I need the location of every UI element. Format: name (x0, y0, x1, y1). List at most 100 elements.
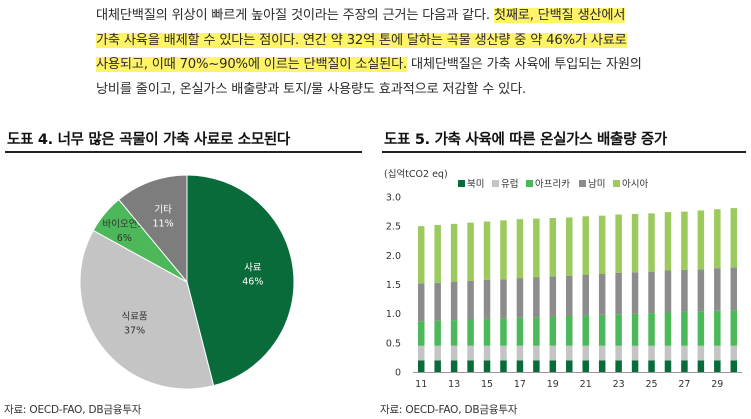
bar-segment (615, 214, 622, 273)
pie-slice-value: 37% (124, 326, 145, 337)
bar-segment (434, 345, 441, 361)
bar-segment (467, 222, 474, 281)
pie-slice-label: 바이오연료 (102, 219, 146, 230)
bar-segment (516, 317, 524, 346)
bar-segment (598, 215, 606, 274)
bar-segment (549, 218, 557, 277)
bar-segment (681, 269, 688, 312)
bar-segment (500, 318, 507, 346)
legend-label: 아프리카 (535, 179, 570, 190)
paragraph-line-2: 가축 사육을 배제할 수 있다는 점이다. 연간 약 32억 톤에 달하는 곡물… (96, 29, 746, 54)
legend-swatch (458, 180, 465, 187)
bar-segment (631, 360, 639, 372)
bar-segment (730, 208, 738, 268)
bar-segment (664, 212, 672, 271)
bar-segment (516, 278, 524, 318)
bar-segment (500, 345, 507, 361)
bar-segment (714, 268, 721, 311)
bar-segment (714, 310, 721, 346)
bar-segment (450, 345, 458, 361)
unit-label: (십억tCO2 eq) (384, 168, 448, 180)
legend-swatch (526, 180, 533, 187)
bar-segment (697, 269, 705, 312)
pie-chart: 사료 46% 식료품 37% 바이오연료 6% 기타 11% (79, 174, 295, 390)
bar-segment (648, 345, 655, 361)
bar-segment (549, 316, 557, 346)
highlighted-text: 가축 사육을 배제할 수 있다는 점이다. 연간 약 32억 톤에 달하는 곡물… (96, 32, 627, 48)
legend-label: 남미 (588, 179, 605, 190)
pie-slice-label: 사료 (244, 263, 262, 274)
pie-slice-label: 기타 (154, 205, 172, 216)
bar-segment (648, 313, 655, 346)
bar-segment (549, 276, 557, 317)
pie-slice (118, 174, 188, 284)
bar-segment (450, 360, 458, 372)
bar-segment (697, 210, 705, 270)
y-tick-label: 1.0 (386, 309, 401, 320)
bar-segment (582, 216, 589, 275)
bar-segment (598, 314, 606, 346)
bar-segment (483, 279, 491, 319)
pie-slice (79, 229, 215, 390)
bar-segment (664, 270, 672, 313)
bar-segment (483, 221, 491, 280)
y-tick-label: 1.5 (386, 280, 401, 291)
pie-slice (186, 174, 295, 387)
bar-chart-title: 도표 5. 가축 사육에 따른 온실가스 배출량 증가 (384, 132, 667, 148)
paragraph-line-3: 사용되고, 이때 70%~90%에 이르는 단백질이 소실된다. 대체단백질은 … (96, 57, 642, 72)
highlighted-text: 사용되고, 이때 70%~90%에 이르는 단백질이 소실된다. (96, 57, 407, 72)
bar-segment (533, 317, 540, 346)
bar-segment (582, 345, 589, 361)
bar-segment (549, 360, 557, 372)
x-tick-label: 23 (613, 379, 625, 390)
bar-segment (598, 274, 606, 315)
x-tick-label: 25 (645, 379, 657, 390)
y-tick-label: 3.0 (386, 193, 401, 204)
bar-segment (566, 360, 573, 372)
bar-segment (582, 315, 589, 346)
pie-chart-title: 도표 4. 너무 많은 곡물이 가축 사료로 소모된다 (7, 132, 290, 148)
paragraph-line-4: 낭비를 줄이고, 온실가스 배출량과 토지/물 사용량도 효과적으로 저감할 수… (96, 81, 526, 97)
bar-segment (533, 360, 540, 372)
bar-segment (582, 360, 589, 372)
pie-slice-label: 식료품 (121, 312, 147, 323)
bar-segment (417, 321, 425, 346)
bar-segment (664, 345, 672, 361)
legend-label: 유럽 (501, 179, 518, 190)
stacked-bar-chart: (십억tCO2 eq) 북미 유럽 아프리카 남미 아시아 0 0.5 1.0 1.5 2.0 2.5… (384, 168, 742, 390)
legend-label: 북미 (467, 179, 484, 190)
bar-segment (615, 360, 622, 372)
y-tick-label: 0 (395, 368, 401, 379)
bar-segment (566, 316, 573, 346)
x-tick-label: 15 (481, 379, 493, 390)
bar-segment (566, 345, 573, 361)
y-tick-label: 0.5 (386, 338, 401, 349)
x-tick-label: 13 (448, 379, 460, 390)
legend-swatch (492, 180, 499, 187)
bar-segment (730, 267, 738, 311)
bar-segment (714, 209, 721, 269)
bar-segment (516, 219, 524, 279)
bar-segment (483, 318, 491, 346)
source-note: 자료: OECD-FAO, DB금융투자 (380, 404, 518, 416)
y-tick-label: 2.0 (386, 251, 401, 262)
bar-segment (681, 360, 688, 372)
bar-segment (730, 345, 738, 361)
bar-segment (450, 320, 458, 346)
x-tick-label: 21 (580, 379, 592, 390)
x-tick-label: 17 (514, 379, 526, 390)
legend-swatch (579, 180, 586, 187)
bar-segment (549, 345, 557, 361)
bar-segment (417, 360, 425, 372)
legend-label: 아시아 (622, 179, 648, 190)
bar-segment (533, 277, 540, 318)
bar-segment (516, 360, 524, 372)
bar-segment (483, 360, 491, 372)
bar-segment (615, 314, 622, 346)
bar-segment (566, 275, 573, 316)
bar-segment (434, 225, 441, 283)
bar-segment (417, 345, 425, 361)
x-tick-label: 27 (678, 379, 690, 390)
y-tick-label: 2.5 (386, 222, 401, 233)
bar-segment (615, 345, 622, 361)
